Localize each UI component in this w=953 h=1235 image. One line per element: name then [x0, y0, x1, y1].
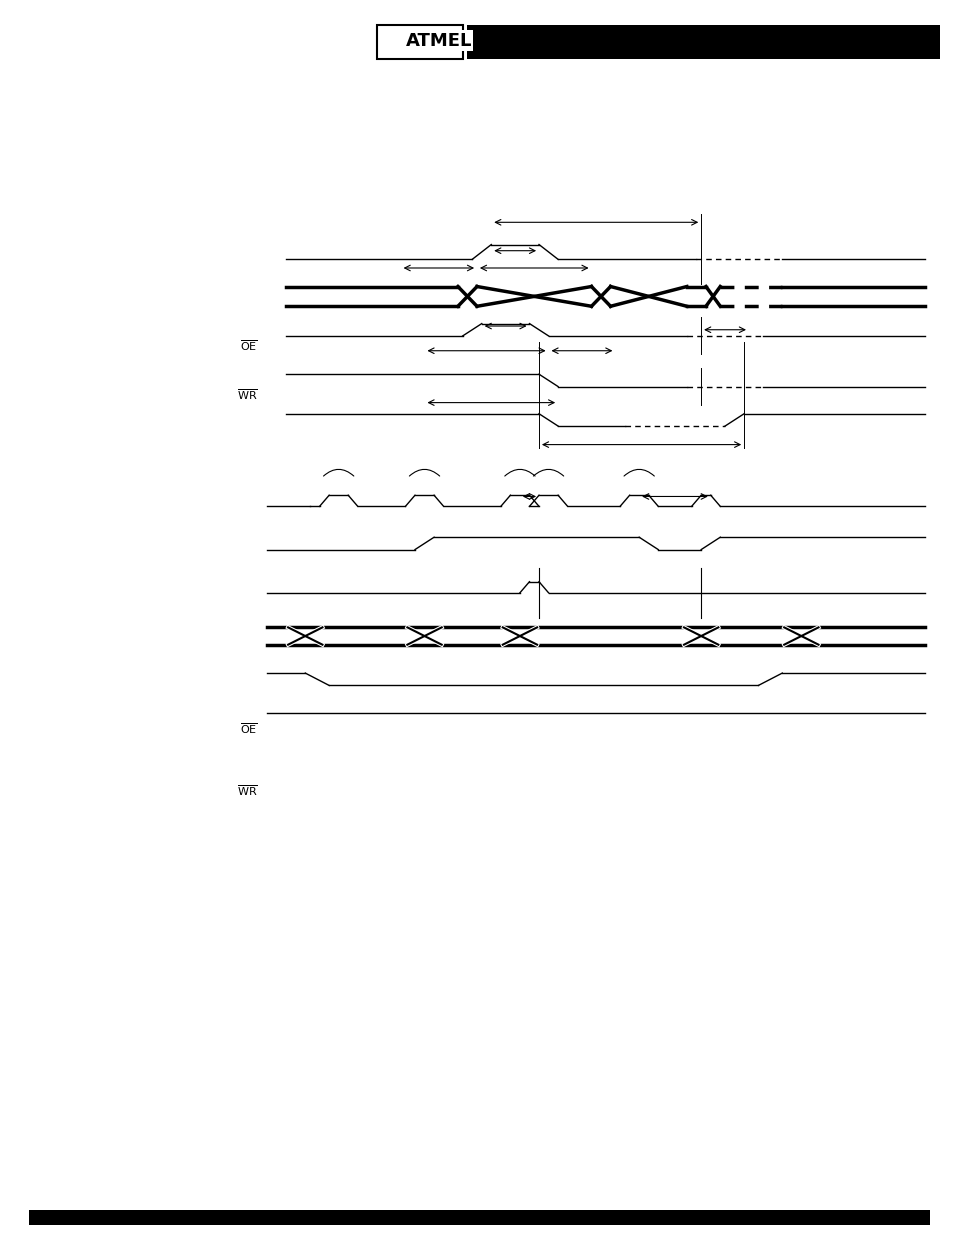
- Bar: [376, 25, 462, 59]
- Text: ATMEL: ATMEL: [405, 32, 472, 49]
- Bar: [467, 25, 939, 59]
- Text: $\overline{\mathrm{OE}}$: $\overline{\mathrm{OE}}$: [239, 721, 257, 736]
- Text: $\overline{\mathrm{OE}}$: $\overline{\mathrm{OE}}$: [239, 338, 257, 353]
- Bar: [29, 1210, 929, 1225]
- Text: $\overline{\mathrm{WR}}$: $\overline{\mathrm{WR}}$: [236, 783, 257, 798]
- Text: $\overline{\mathrm{WR}}$: $\overline{\mathrm{WR}}$: [236, 388, 257, 403]
